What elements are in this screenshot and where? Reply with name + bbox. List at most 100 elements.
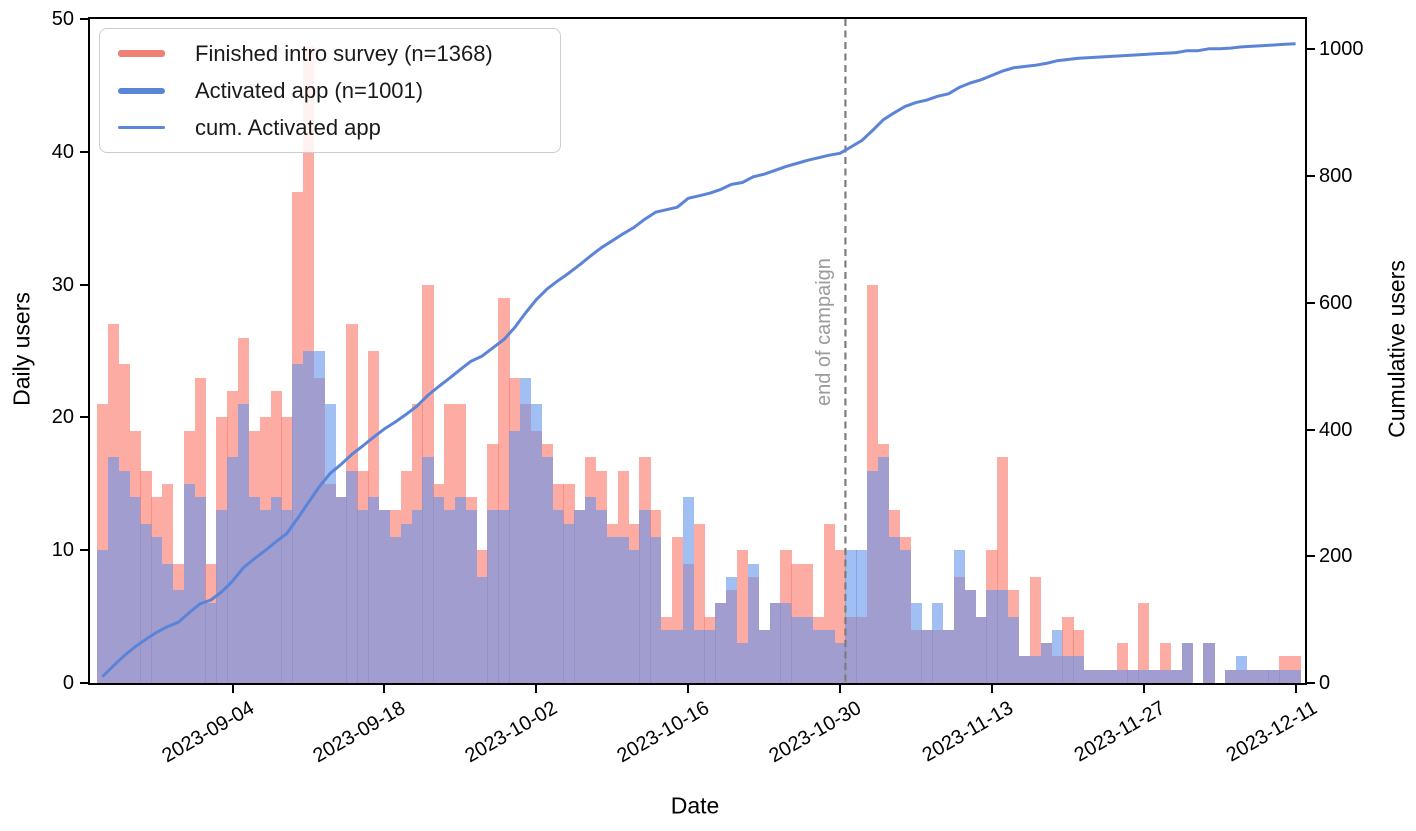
y-tick-left (80, 549, 88, 552)
x-tick (231, 685, 234, 693)
activated-bar (574, 510, 586, 683)
x-tick (687, 685, 690, 693)
y-tick-label-right: 800 (1319, 165, 1353, 188)
x-tick (383, 685, 386, 693)
x-tick (990, 685, 993, 693)
bar-group (1029, 19, 1042, 683)
activated-bar (715, 603, 727, 683)
bar-group (943, 19, 955, 683)
activated-bar (444, 510, 456, 683)
bar-group (1062, 19, 1074, 683)
activated-bar (726, 576, 738, 683)
bar-group (986, 19, 998, 683)
activated-bar (780, 603, 792, 683)
y-tick-right (1307, 175, 1315, 178)
legend-label-cumulative: cum. Activated app (195, 114, 381, 140)
bar-group (1008, 19, 1020, 683)
activated-bar (1084, 669, 1096, 683)
activated-bar (454, 497, 467, 683)
activated-bar (520, 377, 532, 683)
bar-group (780, 19, 792, 683)
activated-bar (585, 497, 597, 683)
activated-bar (1018, 656, 1031, 683)
activated-bar (1235, 656, 1248, 683)
y-tick-left (80, 150, 88, 153)
bar-group (606, 19, 618, 683)
y-tick-right (1307, 428, 1315, 431)
activated-bar (530, 404, 543, 683)
y-tick-label-right: 0 (1319, 672, 1331, 694)
activated-bar (812, 629, 825, 683)
activated-bar (1008, 616, 1020, 683)
activated-bar (324, 404, 336, 683)
activated-bar (259, 510, 271, 683)
y-tick-left (80, 283, 88, 286)
activated-bar (313, 351, 326, 683)
activated-bar (704, 629, 716, 683)
bar-group (1246, 19, 1258, 683)
activated-bar (1181, 643, 1193, 683)
activated-bar (736, 643, 749, 683)
activated-bar (867, 470, 879, 683)
bar-group (877, 19, 890, 683)
activated-bar (238, 404, 250, 683)
activated-bar (183, 483, 195, 683)
bar-group (1138, 19, 1150, 683)
y-tick-right (1307, 301, 1315, 304)
bar-group (921, 19, 933, 683)
bar-group (1290, 19, 1302, 683)
survey-line-swatch (118, 50, 165, 57)
bar-group (595, 19, 608, 683)
bar-group (1268, 19, 1280, 683)
bar-group (953, 19, 966, 683)
activated-bar (346, 470, 358, 683)
activated-bar (943, 629, 955, 683)
activated-bar (162, 563, 174, 683)
activated-bar (1279, 669, 1291, 683)
bar-group (888, 19, 900, 683)
activated-bar (758, 629, 770, 683)
bar-group (726, 19, 738, 683)
yaxis-title-right: Cumulative users (1383, 260, 1410, 438)
activated-bar (747, 563, 759, 683)
bar-group (1018, 19, 1031, 683)
activated-bar (389, 536, 402, 683)
plot-area: end of campaign 2023-09-04 2023-09-18 2023… (52, 8, 1364, 767)
legend-item-survey: Finished intro survey (n=1368) (118, 41, 550, 66)
bar-group (758, 19, 770, 683)
bar-group (639, 19, 651, 683)
bar-group (1181, 19, 1193, 683)
bar-group (1105, 19, 1117, 683)
activated-bar (422, 457, 434, 683)
activated-bar (194, 497, 206, 683)
y-tick-left (80, 682, 88, 684)
activated-bar (823, 629, 835, 683)
bar-group (899, 19, 911, 683)
activated-bar (953, 550, 966, 683)
activated-bar (921, 629, 933, 683)
activated-bar (628, 550, 640, 683)
bar-group (563, 19, 575, 683)
activated-bar (216, 510, 228, 683)
bar-group (932, 19, 944, 683)
y-tick-label-left: 30 (51, 273, 74, 296)
bar-group (574, 19, 586, 683)
activated-bar (465, 510, 477, 683)
activated-bar (1029, 656, 1042, 683)
activated-bar (292, 364, 304, 683)
activated-bar (248, 497, 261, 683)
activated-bar (400, 523, 412, 683)
bar-group (1073, 19, 1085, 683)
bar-group (1203, 19, 1215, 683)
bar-group (628, 19, 640, 683)
activated-bar (118, 470, 130, 683)
activated-bar (802, 616, 814, 683)
xaxis-title: Date (670, 792, 720, 819)
activated-line-swatch (118, 87, 165, 94)
legend-item-cumulative: cum. Activated app (118, 114, 550, 140)
activated-bar (899, 550, 911, 683)
y-tick-label-left: 40 (51, 140, 74, 163)
activated-bar (791, 616, 803, 683)
bar-group (791, 19, 803, 683)
